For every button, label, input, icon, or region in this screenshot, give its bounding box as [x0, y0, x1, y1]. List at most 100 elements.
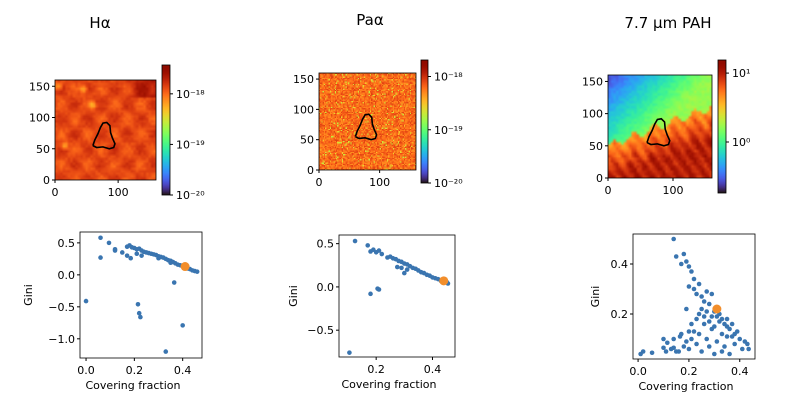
axes-frame [632, 233, 756, 360]
scatter-point [376, 248, 382, 253]
scatter-point [694, 316, 699, 322]
y-tick-label: 150 [293, 73, 314, 86]
contour-palpha [354, 113, 378, 141]
scatter-point [347, 350, 352, 355]
y-tick-label: 50 [36, 143, 50, 156]
scatter-point [691, 329, 697, 334]
colorbar-tick-label: 10¹ [732, 67, 750, 80]
map-frame [54, 79, 157, 181]
y-tick-label: 0.0 [58, 269, 76, 282]
scatter-point [138, 314, 143, 320]
scatter-point [180, 323, 185, 328]
heatmap-palpha [319, 73, 416, 170]
x-tick-label: 100 [108, 186, 129, 199]
x-tick-label: 100 [369, 176, 390, 189]
scatter-point [701, 314, 707, 319]
scatter-plot-1: 0.0 0.2 0.4 0.5 0.0 −0.5 −1.0 Covering fraction… [22, 231, 203, 392]
scatter-point [727, 351, 732, 357]
y-tick-label: 100 [29, 112, 50, 125]
title-palpha: Paα [356, 11, 384, 29]
scatter-point [719, 331, 725, 337]
scatter-point [712, 324, 717, 329]
scatter-point [649, 350, 655, 356]
scatter-point [106, 240, 112, 246]
map-frame [318, 72, 417, 171]
colorbar-frame [161, 64, 171, 196]
scatter-point [168, 260, 173, 266]
colorbar-tick-label: 10⁻¹⁸ [434, 71, 463, 84]
scatter-point [724, 316, 730, 322]
y-tick-label: 150 [29, 80, 50, 93]
scatter-point [671, 345, 676, 351]
scatter-point [732, 341, 737, 347]
x-tick-label: 0 [52, 186, 59, 199]
scatter-point [399, 265, 404, 271]
heatmap-halpha [55, 80, 156, 180]
colorbar-tick-label: 10⁻²⁰ [176, 189, 205, 202]
y-tick-label: 150 [582, 75, 603, 88]
scatter-point [689, 336, 694, 342]
scatter-point [732, 331, 737, 337]
x-tick-label: 0.4 [424, 363, 442, 376]
scatter-point [163, 349, 169, 354]
scatter-point [686, 346, 692, 352]
scatter-point [701, 299, 707, 304]
x-tick-label: 0.2 [367, 363, 385, 376]
scatter-point [119, 250, 125, 255]
scatter-point [706, 344, 712, 349]
colorbar-halpha [162, 65, 170, 195]
scatter-point [402, 270, 407, 276]
scatter-point [699, 294, 704, 299]
y-tick-label: 0 [596, 172, 603, 185]
scatter-point [83, 298, 89, 304]
scatter-point [686, 264, 692, 269]
y-tick-label: 50 [589, 140, 603, 153]
scatter-point [376, 287, 382, 292]
y-tick-label: −0.5 [48, 301, 75, 314]
scatter-point [128, 255, 134, 261]
scatter-point [689, 269, 694, 274]
highlight-point [180, 262, 190, 272]
scatter-point [712, 351, 717, 357]
y-tick-label: 50 [300, 134, 314, 147]
scatter-point [661, 345, 666, 351]
x-tick-label: 0.0 [77, 364, 95, 377]
scatter-point [694, 341, 699, 347]
scatter-point [704, 336, 710, 342]
x-tick-label: 100 [663, 184, 684, 197]
x-tick-label: 0.2 [680, 365, 698, 378]
scatter-point [671, 236, 676, 242]
x-axis-label: Covering fraction [86, 379, 181, 392]
y-tick-label: 0.5 [58, 237, 76, 250]
colorbar-frame [717, 59, 727, 194]
scatter-point [352, 238, 358, 244]
y-axis-label: Gini [589, 286, 602, 308]
scatter-point [696, 281, 702, 287]
scatter-point [671, 336, 676, 342]
scatter-point [696, 311, 702, 317]
colorbar-pah [718, 60, 726, 193]
scatter-point [739, 346, 745, 352]
scatter-point [746, 346, 751, 352]
scatter-point [665, 340, 670, 346]
contour-pah [646, 117, 671, 147]
y-tick-label: 0.0 [317, 281, 335, 294]
x-tick-label: 0.4 [731, 365, 749, 378]
scatter-point [729, 321, 735, 327]
colorbar-tick-label: 10⁻¹⁹ [434, 124, 463, 137]
scatter-point [134, 251, 140, 257]
scatter-point [689, 321, 694, 327]
scatter-point [745, 341, 750, 347]
y-tick-label: 100 [293, 103, 314, 116]
scatter-point [727, 326, 732, 332]
scatter-point [368, 291, 373, 297]
scatter-point [404, 267, 410, 272]
scatter-point [156, 255, 161, 261]
scatter-point [681, 251, 687, 257]
y-tick-label: −0.5 [307, 324, 334, 337]
y-tick-label: 0 [43, 174, 50, 187]
scatter-point [701, 321, 707, 327]
colorbar-tick-label: 10⁻¹⁹ [176, 138, 205, 151]
scatter-point [691, 286, 697, 292]
colorbar-tick-label: 10⁰ [732, 136, 751, 149]
